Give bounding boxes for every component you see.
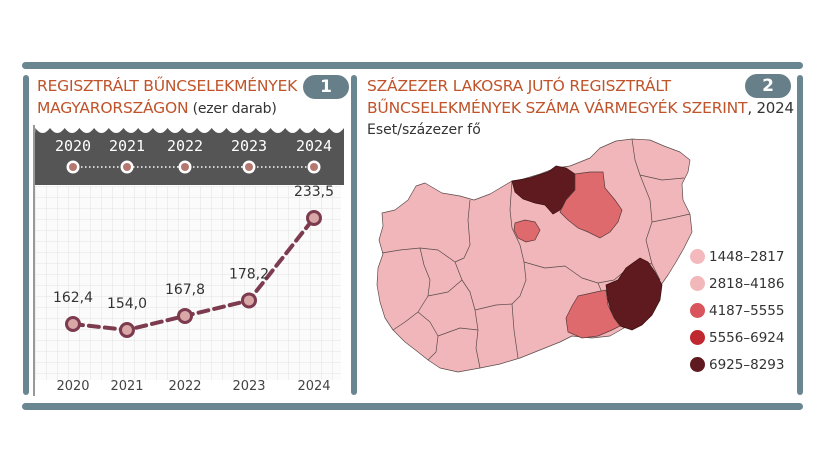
data-point [65,316,81,332]
legend-item: 5556–6924 [690,324,784,351]
data-point [119,322,135,338]
legend-item: 2818–4186 [690,270,784,297]
legend-swatch-3 [690,303,705,318]
data-point [241,292,257,309]
legend-label: 1448–2817 [709,248,785,265]
chart1-title-line2: MAGYARORSZÁGON [37,99,189,117]
timeline-marker-dot [245,163,253,171]
county-budapest [513,219,541,243]
chart2-title-line2: BŰNCSELEKMÉNYEK SZÁMA VÁRMEGYÉK SZERINT [367,99,748,117]
timeline-year-label: 2021 [109,137,145,155]
chart1-title-line1: REGISZTRÁLT BŰNCSELEKMÉNYEK [37,77,298,95]
data-value-label: 233,5 [294,184,334,200]
chart2-badge: 2 [745,74,791,98]
frame-left-bar [23,75,29,395]
map-country-outline [376,138,693,373]
chart2-subtitle: Eset/százezer fő [367,122,481,138]
chart2-title-line1: SZÁZEZER LAKOSRA JUTÓ REGISZTRÁLT [367,77,671,95]
county-csongrad [565,289,621,339]
timeline-year-label: 2024 [296,137,332,155]
frame-bottom-bar [22,403,803,410]
x-axis-tick-label: 2024 [297,379,330,394]
frame-top-bar [22,62,803,69]
chart1-title: REGISZTRÁLT BŰNCSELEKMÉNYEK MAGYARORSZÁG… [37,75,297,120]
data-value-label: 154,0 [107,296,147,312]
timeline-marker-dot [69,163,77,171]
chart-grid [35,186,341,380]
timeline-header [35,124,344,185]
timeline-marker-dot [123,163,131,171]
x-axis-tick-label: 2020 [56,379,89,394]
data-point [177,307,193,324]
legend-label: 4187–5555 [709,302,785,319]
data-value-label: 178,2 [229,266,269,282]
data-value-label: 167,8 [165,282,205,298]
x-axis-tick-label: 2023 [232,379,265,394]
legend-label: 5556–6924 [709,329,785,346]
timeline-year-label: 2022 [167,137,203,155]
frame-right-bar [797,75,803,395]
legend-label: 6925–8293 [709,356,785,373]
legend-item: 1448–2817 [690,243,784,270]
data-value-label: 162,4 [53,290,93,306]
legend-swatch-2 [690,276,705,291]
legend-label: 2818–4186 [709,275,785,292]
timeline-marker-dot [181,163,189,171]
frame-divider [351,75,357,395]
legend-swatch-5 [690,357,705,372]
legend-swatch-1 [690,249,705,264]
chart2-title: SZÁZEZER LAKOSRA JUTÓ REGISZTRÁLT BŰNCSE… [367,75,794,119]
legend-item: 6925–8293 [690,351,784,378]
legend-item: 4187–5555 [690,297,784,324]
data-point [306,210,322,226]
chart1-unit: (ezer darab) [188,101,277,117]
chart2-year: , 2024 [747,99,794,117]
county-heves [559,171,623,239]
chart1-badge: 1 [303,75,349,99]
county-bekes [605,257,663,331]
x-axis-tick-label: 2022 [168,379,201,394]
timeline-marker-dot [310,163,318,171]
timeline-year-label: 2020 [55,137,91,155]
legend-swatch-4 [690,330,705,345]
x-axis-tick-label: 2021 [110,379,143,394]
map-legend: 1448–2817 2818–4186 4187–5555 5556–6924 … [690,243,784,378]
timeline-year-label: 2023 [231,137,267,155]
